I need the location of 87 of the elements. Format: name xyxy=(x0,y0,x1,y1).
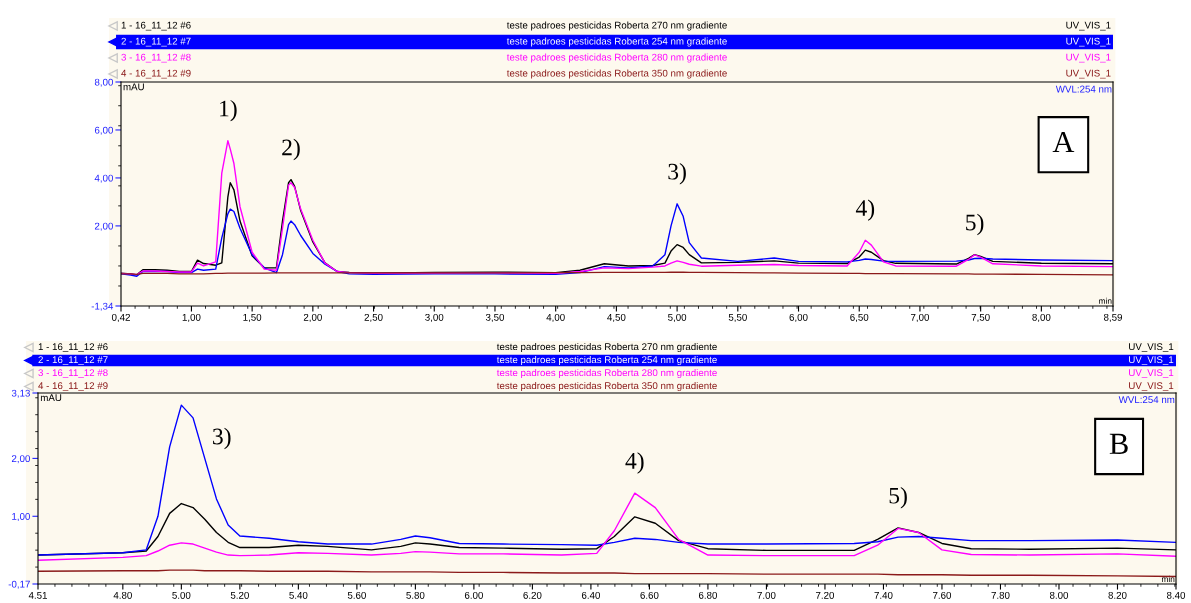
legend-label: 2 - 16_11_12 #7 xyxy=(38,356,108,365)
x-tick-label: 6,00 xyxy=(789,313,808,322)
y-tick-label: -1,34 xyxy=(91,302,114,311)
annotation: 2) xyxy=(282,138,300,161)
x-axis-title: min xyxy=(1099,297,1112,304)
x-tick-label: 5,00 xyxy=(668,313,687,322)
text: teste padroes pesticidas Roberta 350 nm gradiente xyxy=(496,381,717,392)
x-tick-label: 1,00 xyxy=(182,313,201,322)
text: teste padroes pesticidas Roberta 270 nm gradiente xyxy=(496,342,717,353)
x-tick-label: 4.51 xyxy=(28,592,47,599)
x-tick-label: 8.40 xyxy=(1166,591,1186,599)
x-tick-label: 5.00 xyxy=(172,591,191,599)
y-tick-label: 2,00 xyxy=(11,455,30,464)
x-tick-label: 2,50 xyxy=(364,313,383,322)
x-tick-label: 6.00 xyxy=(464,591,483,599)
annotation: WVL:254 nm xyxy=(1118,396,1175,404)
text: 1 - 16_11_12 #6 xyxy=(38,343,108,352)
x-tick-label: 5.20 xyxy=(230,591,249,599)
x-tick-label: 8.20 xyxy=(1108,591,1127,599)
x-tick-label: 6,50 xyxy=(850,313,869,322)
text: 1 - 16_11_12 #6 xyxy=(121,21,191,31)
x-tick-label: 7.00 xyxy=(757,591,776,599)
annotation: 3) xyxy=(668,162,686,185)
x-tick-label: 4,50 xyxy=(607,313,626,322)
x-tick-label: 6.40 xyxy=(581,591,600,599)
text: UV_VIS_1 xyxy=(1129,369,1174,378)
annotation: A xyxy=(1052,131,1075,153)
y-tick-label: 8,00 xyxy=(94,78,113,87)
x-tick-label: 4.80 xyxy=(113,591,132,599)
x-tick-label: 8,59 xyxy=(1103,313,1122,322)
annotation: 4) xyxy=(625,452,644,474)
y-axis-title: mAU xyxy=(40,394,62,402)
x-tick-label: 5.60 xyxy=(347,591,366,599)
x-tick-label: 8.00 xyxy=(1049,591,1069,599)
text: UV_VIS_1 xyxy=(1129,356,1174,365)
text: UV_VIS_1 xyxy=(1066,21,1111,31)
text: teste padroes pesticidas Roberta 254 nm gradiente xyxy=(496,355,717,366)
text: UV_VIS_1 xyxy=(1066,53,1111,63)
x-tick-label: 7.20 xyxy=(815,591,835,599)
x-tick-label: 0,42 xyxy=(111,313,130,322)
y-tick-label: 3,13 xyxy=(11,389,30,398)
x-tick-label: 7,50 xyxy=(971,313,990,322)
x-tick-label: 7.60 xyxy=(933,591,952,599)
text: teste padroes pesticidas Roberta 254 nm gradiente xyxy=(506,37,727,47)
text: UV_VIS_1 xyxy=(1066,37,1111,47)
text: 3 - 16_11_12 #8 xyxy=(121,53,191,63)
text: teste padroes pesticidas Roberta 280 nm gradiente xyxy=(506,53,727,63)
x-tick-label: 6.80 xyxy=(698,591,718,599)
annotation: 4) xyxy=(855,199,875,221)
text: teste padroes pesticidas Roberta 350 nm gradiente xyxy=(506,69,727,79)
y-tick-label: -0,17 xyxy=(8,580,30,589)
annotation: 1) xyxy=(220,99,237,122)
x-tick-label: 8,00 xyxy=(1032,313,1051,322)
x-tick-label: 3,00 xyxy=(425,313,444,322)
legend-label: 2 - 16_11_12 #7 xyxy=(121,37,191,47)
x-tick-label: 7.80 xyxy=(991,591,1010,599)
x-tick-label: 7,00 xyxy=(910,313,930,322)
line-series xyxy=(38,404,1176,556)
x-tick-label: 4,00 xyxy=(546,313,565,322)
x-tick-label: 1,50 xyxy=(243,313,262,322)
y-tick-label: 1,00 xyxy=(12,513,30,522)
x-tick-label: 5.80 xyxy=(406,591,425,599)
x-axis-title: min xyxy=(1161,575,1175,582)
x-tick-label: 5.40 xyxy=(289,591,308,599)
text: teste padroes pesticidas Roberta 280 nm gradiente xyxy=(496,368,717,379)
x-tick-label: 7.40 xyxy=(874,591,893,599)
text: UV_VIS_1 xyxy=(1066,69,1111,79)
text: 4 - 16_11_12 #9 xyxy=(38,382,108,391)
y-tick-label: 6,00 xyxy=(94,126,113,135)
x-tick-label: 5,50 xyxy=(728,313,747,322)
annotation: 5) xyxy=(889,487,907,509)
text: 4 - 16_11_12 #9 xyxy=(121,69,191,79)
text: UV_VIS_1 xyxy=(1129,343,1174,352)
x-tick-label: 2,00 xyxy=(303,313,322,322)
x-tick-label: 3,50 xyxy=(485,313,505,322)
y-tick-label: 4,00 xyxy=(94,174,113,183)
text: UV_VIS_1 xyxy=(1129,382,1174,391)
annotation: 3) xyxy=(213,427,231,450)
annotation: 5) xyxy=(966,213,984,236)
y-tick-label: 2,00 xyxy=(94,222,113,231)
annotation: WVL:254 nm xyxy=(1055,85,1112,93)
x-tick-label: 6.20 xyxy=(523,591,542,599)
annotation: B xyxy=(1109,433,1128,454)
y-axis-title: mAU xyxy=(123,83,144,91)
text: 3 - 16_11_12 #8 xyxy=(38,369,108,378)
x-tick-label: 6.60 xyxy=(640,591,659,599)
text: teste padroes pesticidas Roberta 270 nm gradiente xyxy=(506,21,727,31)
